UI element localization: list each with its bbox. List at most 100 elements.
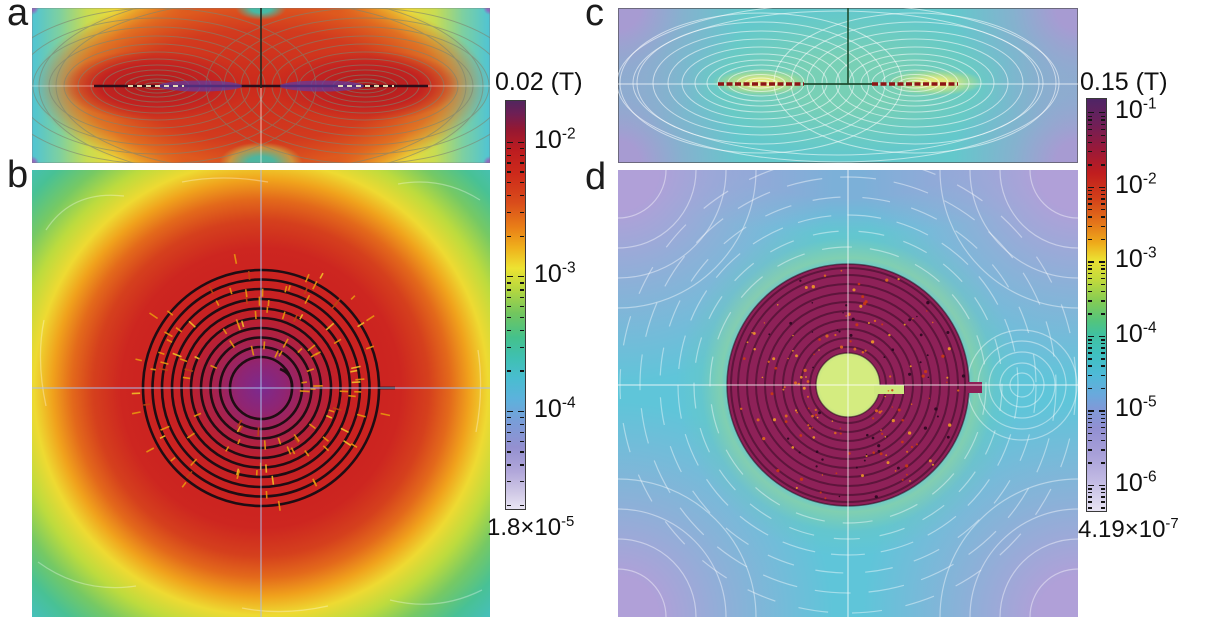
colorbar-scale-tick	[507, 211, 511, 214]
colorbar-scale-tick	[1088, 347, 1092, 349]
colorbar-scale-tick	[1101, 300, 1105, 302]
colorbar-scale-tick	[1088, 164, 1092, 166]
colorbar-scale-tick	[520, 370, 524, 372]
colorbar-right: 0.15 (T) 4.19×10-7 10-1 10-2 10-3 10-4 10-5 1…	[1078, 68, 1179, 543]
colorbar-scale-tick	[1088, 339, 1092, 341]
colorbar-scale-tick	[1101, 492, 1105, 494]
colorbar-scale-tick	[520, 306, 524, 308]
colorbar-scale-tick	[1088, 134, 1092, 136]
colorbar-scale-tick	[1101, 238, 1105, 241]
colorbar-tick-label: 10-3	[1115, 244, 1157, 274]
colorbar-scale-tick	[1101, 413, 1105, 416]
colorbar-scale-tick	[1088, 417, 1092, 419]
colorbar-scale-tick	[1099, 186, 1105, 189]
colorbar-scale-tick	[1101, 283, 1105, 286]
colorbar-scale-tick	[1101, 358, 1105, 360]
colorbar-scale-tick	[520, 289, 524, 291]
colorbar-scale-tick	[520, 195, 524, 197]
colorbar-scale-tick	[1099, 484, 1105, 487]
colorbar-scale-tick	[520, 154, 524, 156]
colorbar-scale-tick	[1088, 335, 1094, 338]
colorbar-scale-tick	[1101, 347, 1105, 349]
colorbar-scale-tick	[1088, 300, 1092, 302]
colorbar-scale-tick	[1088, 115, 1092, 117]
colorbar-tick-label: 10-5	[1115, 394, 1157, 423]
colorbar-tick-label: 10-3	[534, 259, 576, 289]
colorbar-scale-tick	[520, 235, 524, 237]
colorbar-scale-tick	[1101, 141, 1105, 144]
panel-c-heatmap	[618, 8, 1078, 163]
colorbar-left-min-label: 1.8×10-5	[487, 514, 574, 542]
colorbar-tick-label: 10-1	[1115, 95, 1157, 125]
colorbar-scale-tick	[1088, 261, 1094, 263]
colorbar-tick-label: 10-4	[534, 394, 576, 423]
colorbar-scale-tick	[1101, 417, 1105, 419]
colorbar-scale-tick	[1101, 421, 1105, 424]
panel-a-label: a	[7, 0, 29, 34]
colorbar-scale-tick	[1101, 290, 1105, 293]
colorbar-scale-tick	[520, 481, 524, 483]
colorbar-scale-tick	[1101, 440, 1105, 442]
colorbar-scale-tick	[507, 141, 513, 143]
panel-d-heatmap	[618, 170, 1078, 617]
min-label-exp: -7	[1165, 516, 1179, 532]
colorbar-scale-tick	[1088, 462, 1092, 464]
colorbar-scale-tick	[520, 182, 524, 184]
panel-c-overlay	[618, 8, 1078, 163]
colorbar-scale-tick	[1101, 209, 1105, 211]
colorbar-scale-tick	[520, 171, 524, 173]
colorbar-scale-tick	[1101, 134, 1105, 136]
colorbar-scale-tick	[1101, 432, 1105, 435]
colorbar-scale-tick	[520, 316, 524, 319]
colorbar-scale-tick	[1088, 440, 1092, 442]
colorbar-scale-tick	[1088, 264, 1092, 266]
colorbar-tick-label: 10-2	[1115, 170, 1157, 199]
colorbar-scale-tick	[1088, 190, 1092, 192]
colorbar-scale-tick	[1088, 352, 1092, 354]
colorbar-scale-tick	[507, 416, 511, 419]
min-label-exp: -5	[561, 514, 575, 530]
colorbar-scale-tick	[507, 276, 513, 278]
colorbar-scale-tick	[1101, 507, 1105, 509]
colorbar-scale-tick	[507, 329, 511, 332]
colorbar-left: 0.02 (T) 1.8×10-5 10-2 10-3 10-4	[487, 68, 583, 541]
colorbar-scale-tick	[1088, 186, 1094, 189]
colorbar-scale-tick	[1088, 290, 1092, 293]
colorbar-scale-tick	[1088, 272, 1092, 275]
colorbar-left-gradient	[505, 100, 526, 510]
colorbar-scale-tick	[507, 440, 511, 442]
colorbar-scale-tick	[520, 282, 524, 284]
colorbar-scale-tick	[520, 346, 524, 348]
colorbar-scale-tick	[1101, 128, 1105, 131]
colorbar-scale-tick	[1101, 198, 1105, 200]
colorbar-right-min-label: 4.19×10-7	[1078, 516, 1179, 544]
colorbar-scale-tick	[507, 431, 511, 433]
colorbar-scale-tick	[1101, 193, 1105, 196]
colorbar-scale-tick	[1101, 115, 1105, 117]
colorbar-scale-tick	[1101, 203, 1105, 205]
colorbar-scale-tick	[1101, 387, 1105, 390]
colorbar-scale-tick	[1088, 128, 1092, 131]
colorbar-right-gradient	[1086, 98, 1107, 512]
panel-d-label: d	[585, 156, 607, 198]
colorbar-scale-tick	[1101, 151, 1105, 153]
colorbar-scale-tick	[507, 282, 511, 284]
colorbar-scale-tick	[507, 451, 511, 453]
colorbar-scale-tick	[1088, 484, 1094, 487]
min-label-base: 4.19×10	[1078, 516, 1166, 543]
inner-lead-notch	[874, 385, 904, 394]
colorbar-scale-tick	[507, 504, 511, 507]
colorbar-scale-tick	[1101, 339, 1105, 341]
colorbar-scale-tick	[1101, 264, 1105, 266]
panel-a-heatmap	[32, 8, 490, 163]
min-label-base: 1.8×10	[487, 514, 562, 541]
panel-a-overlay	[32, 8, 490, 163]
colorbar-scale-tick	[1099, 410, 1105, 412]
colorbar-scale-tick	[1101, 449, 1105, 451]
colorbar-scale-tick	[520, 416, 524, 419]
colorbar-scale-tick	[1088, 283, 1092, 286]
colorbar-scale-tick	[520, 297, 524, 299]
colorbar-scale-tick	[1088, 225, 1092, 227]
colorbar-scale-tick	[507, 235, 511, 237]
colorbar-scale-tick	[1088, 449, 1092, 451]
